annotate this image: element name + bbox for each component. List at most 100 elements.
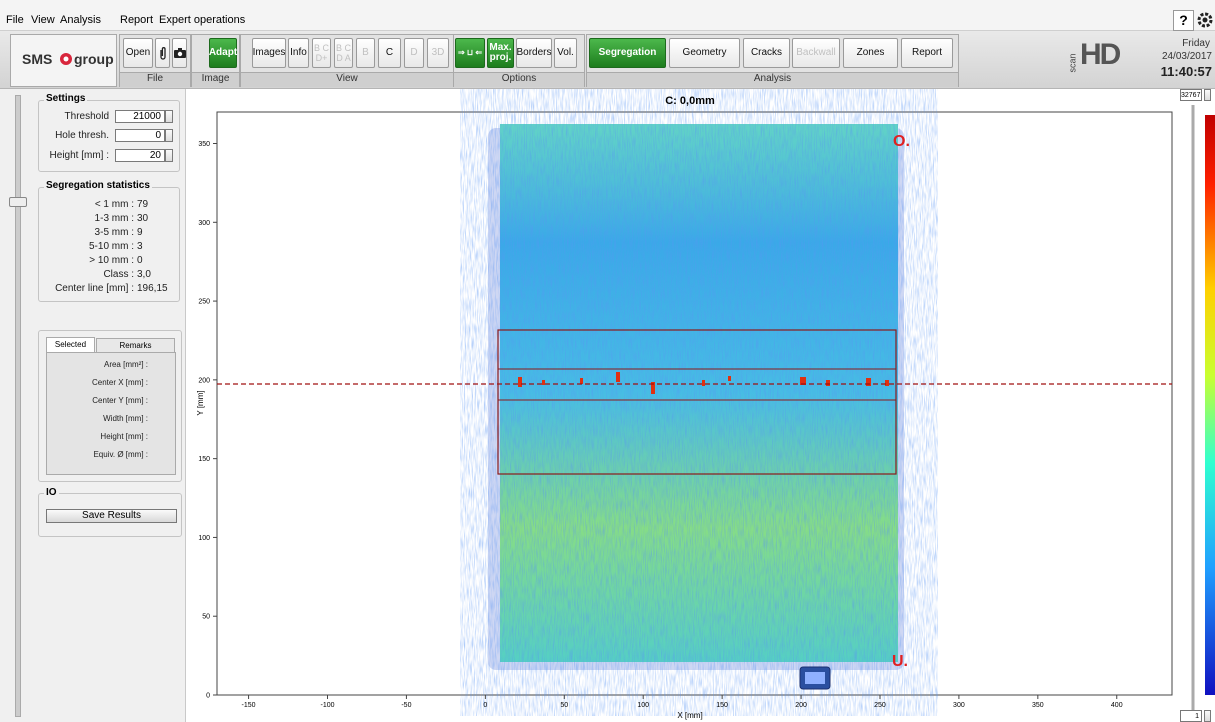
clock-time: 11:40:57 bbox=[1140, 64, 1212, 79]
stat-value: 79 bbox=[137, 199, 148, 210]
borders-button[interactable]: Borders bbox=[516, 38, 552, 68]
group-label: View bbox=[241, 72, 453, 87]
attach-button[interactable] bbox=[155, 38, 170, 68]
x-tick-label: 250 bbox=[874, 702, 886, 709]
bcda-button[interactable]: B C D A bbox=[334, 38, 353, 68]
stat-label: > 10 mm : bbox=[40, 255, 134, 266]
report-button[interactable]: Report bbox=[901, 38, 953, 68]
area-label: Equiv. Ø [mm] : bbox=[50, 450, 148, 459]
color-scale bbox=[1205, 115, 1215, 695]
open-button[interactable]: Open bbox=[123, 38, 153, 68]
view-icon-inner bbox=[805, 672, 825, 684]
x-tick-label: 400 bbox=[1111, 702, 1123, 709]
y-tick-label: 0 bbox=[206, 693, 210, 700]
scale-min-input[interactable]: 1 bbox=[1180, 710, 1202, 722]
stat-value: 3,0 bbox=[137, 269, 151, 280]
threshold-input[interactable]: 21000 bbox=[115, 110, 165, 123]
height-input[interactable]: 20 bbox=[115, 149, 165, 162]
d-button[interactable]: D bbox=[404, 38, 424, 68]
menu-item[interactable]: Expert operations bbox=[159, 14, 245, 26]
clock-date: 24/03/2017 bbox=[1150, 51, 1212, 62]
group-label: Options bbox=[454, 72, 584, 87]
spinner[interactable] bbox=[165, 129, 173, 142]
x-tick-label: -100 bbox=[320, 702, 334, 709]
menu-item[interactable]: File bbox=[6, 14, 24, 26]
stat-label: 3-5 mm : bbox=[40, 227, 134, 238]
area-label: Center Y [mm] : bbox=[50, 396, 148, 405]
area-label: Width [mm] : bbox=[50, 414, 148, 423]
y-tick-label: 350 bbox=[198, 141, 210, 148]
info-button[interactable]: Info bbox=[288, 38, 309, 68]
logo-mark bbox=[59, 52, 73, 66]
statistics-title: Segregation statistics bbox=[44, 180, 152, 191]
geometry-button[interactable]: Geometry bbox=[669, 38, 740, 68]
bcd-plus-button[interactable]: B C D+ bbox=[312, 38, 331, 68]
stat-label: 5-10 mm : bbox=[40, 241, 134, 252]
c-button[interactable]: C bbox=[378, 38, 401, 68]
settings-button[interactable] bbox=[1195, 10, 1215, 30]
x-tick-label: 300 bbox=[953, 702, 965, 709]
camera-button[interactable] bbox=[172, 38, 187, 68]
images-button[interactable]: Images bbox=[252, 38, 286, 68]
app-window: C: 0,0mm X [mm] Y [mm] O. U. -150-100-50… bbox=[0, 0, 1215, 722]
stat-label: Center line [mm] : bbox=[40, 283, 134, 294]
spinner[interactable] bbox=[1204, 89, 1211, 101]
save-results-button[interactable]: Save Results bbox=[46, 509, 177, 523]
help-button[interactable]: ? bbox=[1173, 10, 1194, 31]
y-tick-label: 150 bbox=[198, 456, 210, 463]
adapt-button[interactable]: Adapt bbox=[209, 38, 237, 68]
vol-button[interactable]: Vol. bbox=[554, 38, 577, 68]
field-label: Threshold bbox=[30, 111, 109, 122]
settings-title: Settings bbox=[44, 93, 87, 104]
max-proj-button[interactable]: Max. proj. bbox=[487, 38, 514, 68]
brand-small: scan bbox=[1068, 53, 1078, 72]
3d-button[interactable]: 3D bbox=[427, 38, 449, 68]
y-axis-label: Y [mm] bbox=[196, 390, 205, 415]
stat-label: Class : bbox=[40, 269, 134, 280]
stat-value: 196,15 bbox=[137, 283, 168, 294]
io-title: IO bbox=[44, 487, 59, 498]
stat-label: < 1 mm : bbox=[40, 199, 134, 210]
x-tick-label: -150 bbox=[242, 702, 256, 709]
area-label: Area [mm²] : bbox=[50, 360, 148, 369]
y-tick-label: 200 bbox=[198, 377, 210, 384]
scan-texture bbox=[500, 124, 898, 662]
menu-item[interactable]: Report bbox=[120, 14, 153, 26]
y-tick-label: 250 bbox=[198, 299, 210, 306]
x-axis-label: X [mm] bbox=[677, 711, 702, 720]
menu-item[interactable]: View bbox=[31, 14, 55, 26]
tab[interactable]: Remarks bbox=[96, 338, 175, 353]
side-slider-track[interactable] bbox=[15, 95, 21, 717]
hole-threshold-input[interactable]: 0 bbox=[115, 129, 165, 142]
x-tick-label: 0 bbox=[483, 702, 487, 709]
y-tick-label: 50 bbox=[202, 614, 210, 621]
spinner[interactable] bbox=[165, 110, 173, 123]
group-label: Image bbox=[192, 72, 239, 87]
x-tick-label: 100 bbox=[637, 702, 649, 709]
scale-max-input[interactable]: 32767 bbox=[1180, 89, 1202, 101]
menu-item[interactable]: Analysis bbox=[60, 14, 101, 26]
backwall-button[interactable]: Backwall bbox=[792, 38, 840, 68]
stat-value: 9 bbox=[137, 227, 143, 238]
tab-active[interactable]: Selected area bbox=[46, 337, 95, 352]
group-label: Analysis bbox=[587, 72, 958, 87]
area-label: Height [mm] : bbox=[50, 432, 148, 441]
brand-big: HD bbox=[1080, 38, 1119, 72]
area-label: Center X [mm] : bbox=[50, 378, 148, 387]
spinner[interactable] bbox=[1204, 710, 1211, 722]
group-label: File bbox=[120, 72, 190, 87]
stat-value: 30 bbox=[137, 213, 148, 224]
cracks-button[interactable]: Cracks bbox=[743, 38, 790, 68]
x-tick-label: 150 bbox=[716, 702, 728, 709]
marker-label: O. bbox=[893, 133, 910, 150]
spinner[interactable] bbox=[165, 149, 173, 162]
b-button[interactable]: B bbox=[356, 38, 375, 68]
plot-title: C: 0,0mm bbox=[665, 95, 715, 107]
y-tick-label: 100 bbox=[198, 535, 210, 542]
field-label: Height [mm] : bbox=[30, 150, 109, 161]
menu-bar: File View Analysis Report Expert operati… bbox=[0, 0, 1215, 31]
zones-button[interactable]: Zones bbox=[843, 38, 898, 68]
segregation-button[interactable]: Segregation bbox=[589, 38, 666, 68]
side-slider-thumb[interactable] bbox=[9, 197, 27, 207]
projection-direction-button[interactable]: ⇒ ⊔ ⇐ bbox=[455, 38, 485, 68]
